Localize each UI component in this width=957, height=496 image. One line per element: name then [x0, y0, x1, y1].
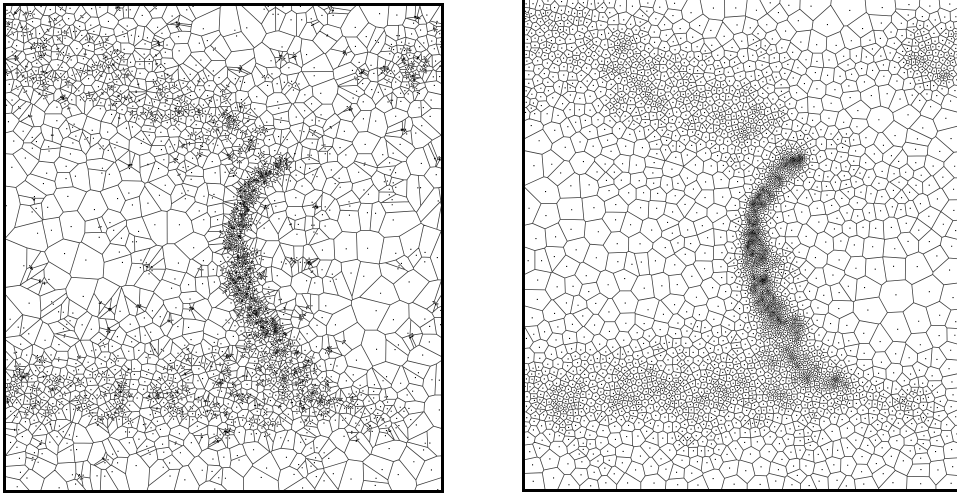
- voronoi-cell-edges: [525, 0, 957, 489]
- voronoi-mesh-left: [6, 6, 441, 490]
- voronoi-panel-left: [3, 3, 444, 493]
- voronoi-cell-edges: [6, 6, 441, 490]
- voronoi-panel-right: [522, 0, 957, 492]
- voronoi-mesh-right: [525, 0, 957, 489]
- voronoi-seed-points: [6, 6, 441, 490]
